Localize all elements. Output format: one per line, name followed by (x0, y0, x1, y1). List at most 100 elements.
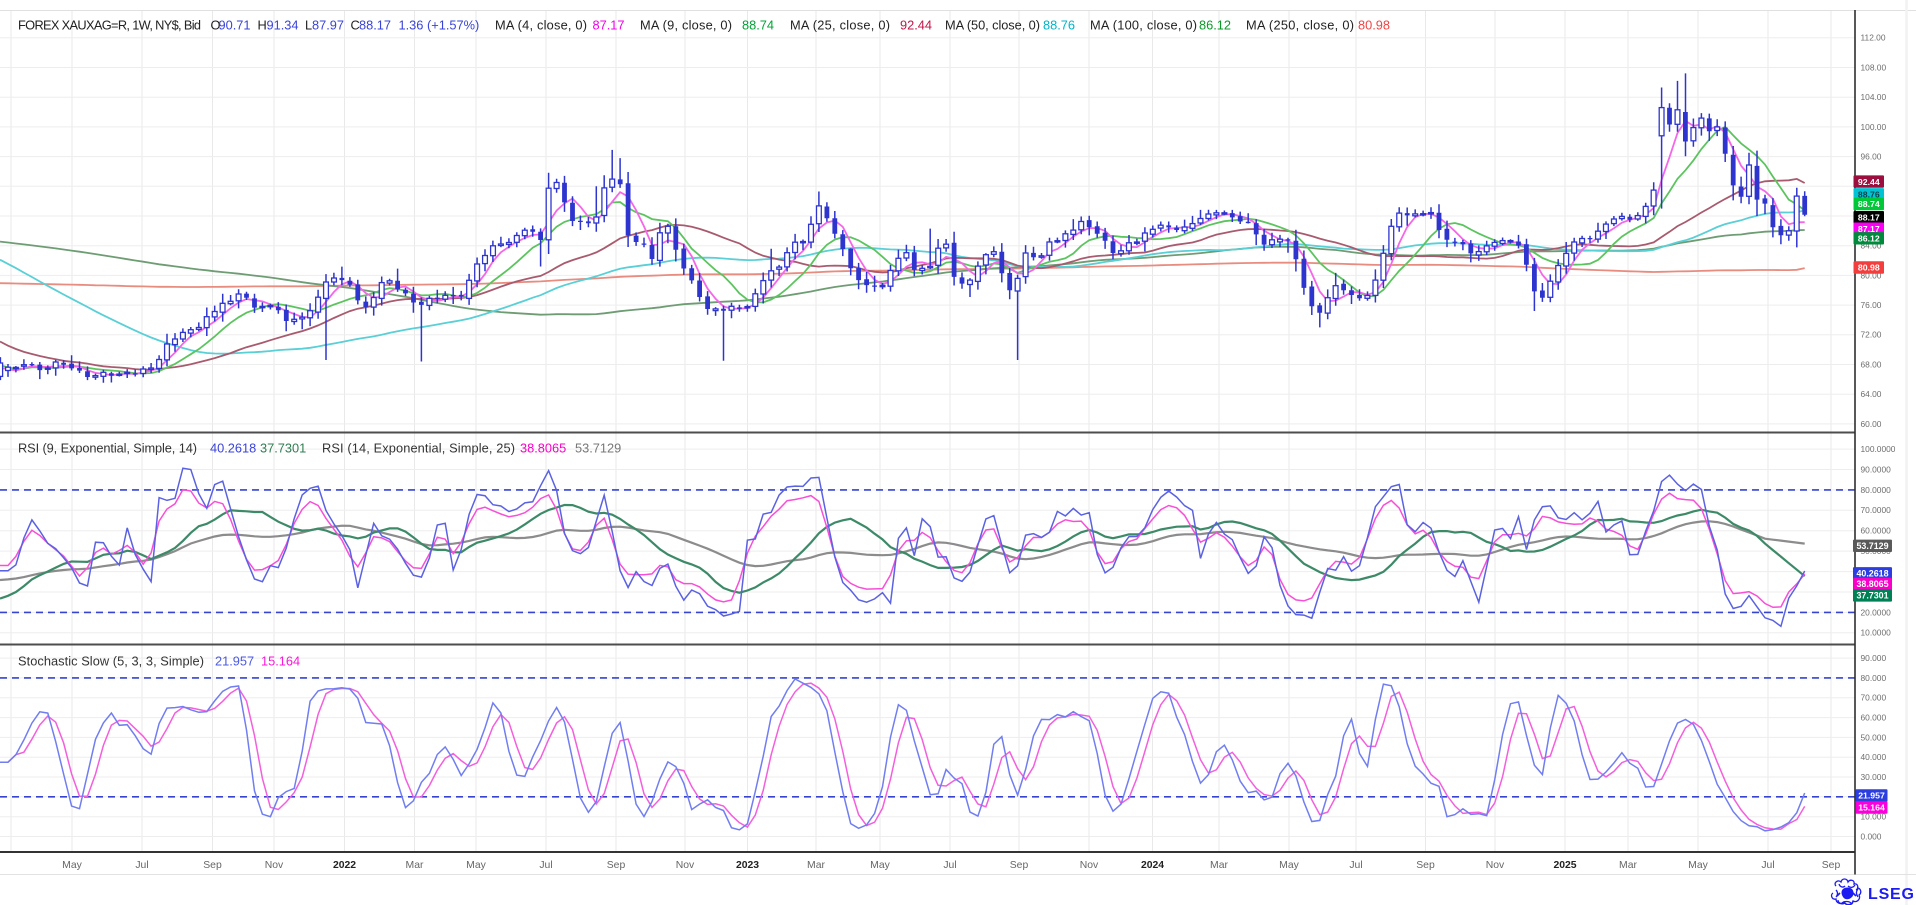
svg-text:Sep: Sep (203, 860, 222, 871)
svg-text:Nov: Nov (676, 860, 695, 871)
svg-text:MA (50, close, 0): MA (50, close, 0) (945, 18, 1040, 33)
svg-text:80.000: 80.000 (1861, 673, 1887, 683)
svg-text:100.0000: 100.0000 (1861, 444, 1896, 454)
svg-text:30.000: 30.000 (1861, 772, 1887, 782)
svg-text:70.0000: 70.0000 (1861, 505, 1892, 515)
svg-text:Jul: Jul (539, 860, 552, 871)
svg-text:20.0000: 20.0000 (1861, 607, 1892, 617)
svg-text:53.7129: 53.7129 (1856, 541, 1888, 551)
svg-text:Jul: Jul (1761, 860, 1774, 871)
svg-text:68.00: 68.00 (1861, 359, 1882, 369)
svg-text:Mar: Mar (1619, 860, 1637, 871)
svg-text:Sep: Sep (1010, 860, 1029, 871)
svg-text:96.00: 96.00 (1861, 152, 1882, 162)
svg-text:40.2618: 40.2618 (210, 441, 256, 456)
svg-text:Sep: Sep (1416, 860, 1435, 871)
svg-text:RSI (9, Exponential, Simple, 1: RSI (9, Exponential, Simple, 14) (18, 441, 197, 456)
svg-text:80.00: 80.00 (1861, 270, 1882, 280)
svg-text:112.00: 112.00 (1861, 33, 1886, 43)
svg-text:15.164: 15.164 (1858, 803, 1885, 813)
svg-text:May: May (1688, 860, 1708, 871)
svg-text:Nov: Nov (265, 860, 284, 871)
svg-text:C: C (351, 18, 360, 33)
svg-text:2025: 2025 (1553, 860, 1576, 871)
svg-text:70.000: 70.000 (1861, 693, 1887, 703)
svg-text:87.97: 87.97 (312, 18, 344, 33)
svg-text:MA (250, close, 0): MA (250, close, 0) (1246, 18, 1354, 33)
svg-text:37.7301: 37.7301 (260, 441, 306, 456)
svg-text:Nov: Nov (1486, 860, 1505, 871)
svg-text:May: May (1279, 860, 1299, 871)
svg-text:87.17: 87.17 (593, 18, 625, 33)
svg-text:53.7129: 53.7129 (575, 441, 621, 456)
svg-text:60.000: 60.000 (1861, 713, 1887, 723)
svg-text:1.36 (+1.57%): 1.36 (+1.57%) (399, 18, 480, 33)
svg-text:60.00: 60.00 (1861, 419, 1882, 429)
svg-text:88.76: 88.76 (1043, 18, 1075, 33)
svg-text:LSEG: LSEG (1868, 886, 1915, 903)
svg-text:FOREX XAUXAG=R, 1W, NY$, Bid: FOREX XAUXAG=R, 1W, NY$, Bid (18, 18, 201, 33)
svg-text:88.74: 88.74 (742, 18, 774, 33)
svg-text:2022: 2022 (333, 860, 356, 871)
svg-text:Mar: Mar (1210, 860, 1228, 871)
svg-text:Jul: Jul (135, 860, 148, 871)
svg-text:Nov: Nov (1080, 860, 1099, 871)
svg-text:Stochastic Slow (5, 3, 3, Simp: Stochastic Slow (5, 3, 3, Simple) (18, 654, 204, 669)
svg-text:88.17: 88.17 (1858, 212, 1880, 222)
svg-text:May: May (466, 860, 486, 871)
svg-text:88.74: 88.74 (1858, 199, 1880, 209)
svg-text:RSI (14, Exponential, Simple,: RSI (14, Exponential, Simple, 25) (322, 441, 515, 456)
svg-text:91.34: 91.34 (267, 18, 299, 33)
svg-text:86.12: 86.12 (1199, 18, 1231, 33)
svg-text:76.00: 76.00 (1861, 300, 1882, 310)
svg-text:Jul: Jul (943, 860, 956, 871)
svg-text:21.957: 21.957 (1858, 791, 1885, 801)
svg-text:37.7301: 37.7301 (1856, 591, 1888, 601)
svg-text:104.00: 104.00 (1861, 92, 1887, 102)
svg-text:O: O (211, 18, 221, 33)
svg-text:88.76: 88.76 (1858, 190, 1880, 200)
svg-text:80.98: 80.98 (1858, 263, 1880, 273)
svg-text:40.000: 40.000 (1861, 752, 1887, 762)
svg-text:MA (100, close, 0): MA (100, close, 0) (1090, 18, 1197, 33)
svg-text:40.2618: 40.2618 (1856, 569, 1888, 579)
svg-text:May: May (62, 860, 82, 871)
svg-text:Jul: Jul (1349, 860, 1362, 871)
svg-text:84.00: 84.00 (1861, 241, 1882, 251)
svg-text:38.8065: 38.8065 (1856, 579, 1888, 589)
svg-text:15.164: 15.164 (261, 654, 300, 669)
svg-text:90.000: 90.000 (1861, 653, 1887, 663)
svg-text:80.0000: 80.0000 (1861, 485, 1892, 495)
svg-text:MA (25, close, 0): MA (25, close, 0) (790, 18, 890, 33)
svg-text:Mar: Mar (406, 860, 424, 871)
svg-text:10.0000: 10.0000 (1861, 628, 1892, 638)
svg-text:50.000: 50.000 (1861, 732, 1887, 742)
svg-text:2023: 2023 (736, 860, 759, 871)
svg-text:10.000: 10.000 (1861, 812, 1887, 822)
svg-text:2024: 2024 (1141, 860, 1164, 871)
svg-text:80.98: 80.98 (1358, 18, 1390, 33)
svg-text:87.17: 87.17 (1858, 224, 1880, 234)
svg-text:90.71: 90.71 (219, 18, 251, 33)
svg-text:38.8065: 38.8065 (520, 441, 566, 456)
svg-text:108.00: 108.00 (1861, 62, 1887, 72)
svg-text:Sep: Sep (1822, 860, 1841, 871)
svg-text:0.000: 0.000 (1861, 831, 1882, 841)
svg-text:72.00: 72.00 (1861, 330, 1882, 340)
svg-text:MA (9, close, 0): MA (9, close, 0) (640, 18, 732, 33)
svg-text:100.00: 100.00 (1861, 122, 1887, 132)
svg-text:92.44: 92.44 (900, 18, 932, 33)
svg-text:64.00: 64.00 (1861, 389, 1882, 399)
svg-text:88.17: 88.17 (359, 18, 391, 33)
svg-text:21.957: 21.957 (215, 654, 254, 669)
svg-text:92.44: 92.44 (1858, 177, 1880, 187)
svg-text:Mar: Mar (807, 860, 825, 871)
svg-text:H: H (258, 18, 267, 33)
svg-text:MA (4, close, 0): MA (4, close, 0) (495, 18, 587, 33)
svg-text:Sep: Sep (607, 860, 626, 871)
svg-text:May: May (870, 860, 890, 871)
svg-text:90.0000: 90.0000 (1861, 464, 1892, 474)
svg-text:L: L (305, 18, 312, 33)
svg-text:60.0000: 60.0000 (1861, 526, 1892, 536)
svg-text:86.12: 86.12 (1858, 234, 1880, 244)
